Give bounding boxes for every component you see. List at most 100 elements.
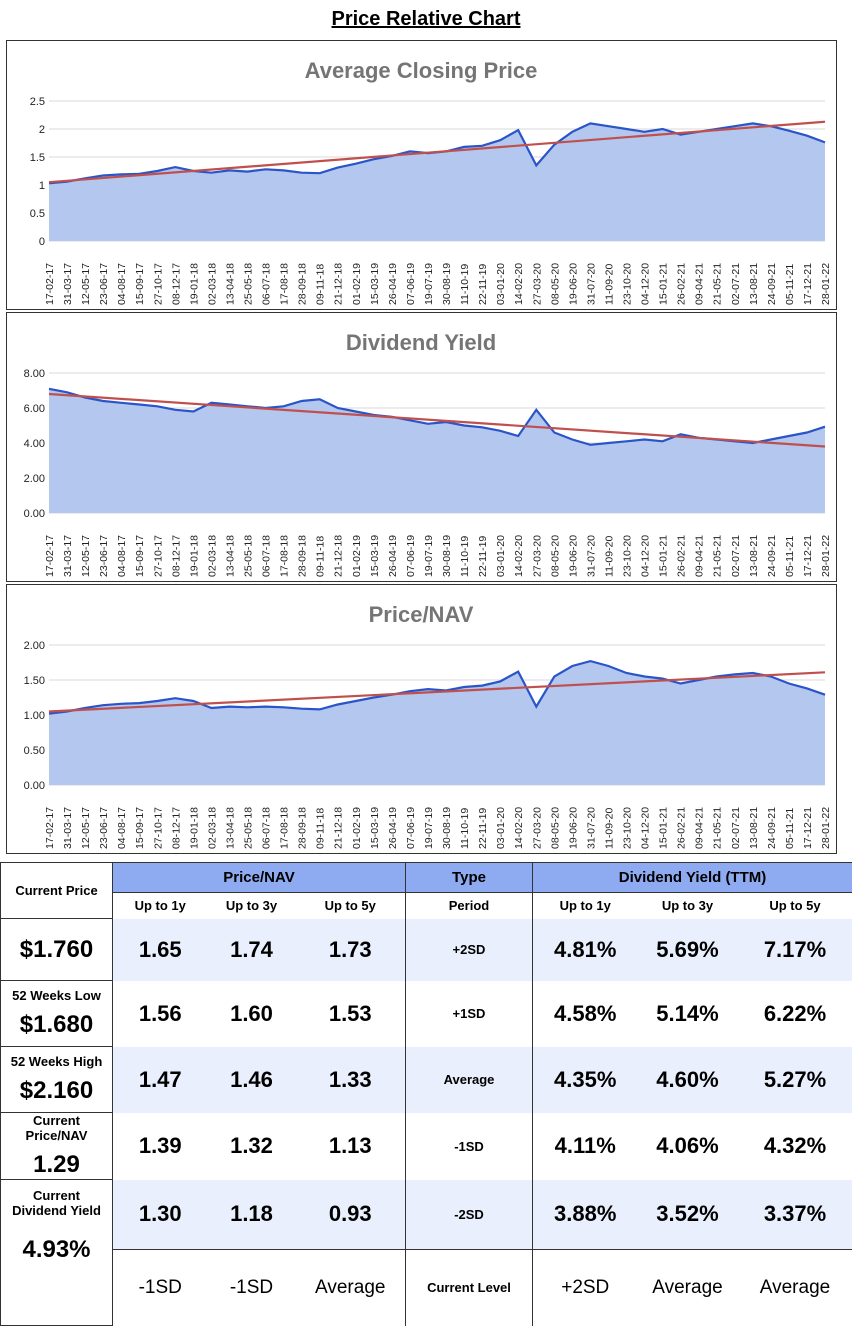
- x-tick-label: 31-03-17: [62, 807, 74, 849]
- x-tick-label: 24-09-21: [766, 535, 778, 577]
- x-tick-label: 05-11-21: [784, 536, 796, 577]
- x-tick-label: 01-02-19: [351, 535, 363, 577]
- x-tick-label: 26-04-19: [387, 807, 399, 849]
- x-tick-label: 02-03-18: [206, 535, 218, 577]
- x-tick-label: 26-02-21: [676, 535, 688, 577]
- y-tick-label: 2: [39, 124, 45, 136]
- x-tick-label: 28-09-18: [297, 807, 309, 849]
- x-tick-label: 14-02-20: [513, 807, 525, 849]
- x-tick-label: 11-09-20: [603, 536, 615, 577]
- x-tick-label: 26-02-21: [676, 263, 688, 305]
- x-tick-label: 12-05-17: [80, 535, 92, 577]
- x-tick-label: 02-07-21: [730, 807, 742, 849]
- x-tick-label: 31-07-20: [585, 807, 597, 849]
- x-tick-label: 01-02-19: [351, 263, 363, 305]
- dy-cell: 6.22%: [763, 1000, 827, 1026]
- x-tick-label: 31-03-17: [62, 263, 74, 305]
- series-area: [49, 388, 825, 513]
- x-tick-label: 31-07-20: [585, 535, 597, 577]
- chart-svg-price: Average Closing Price 0 0.5 1 1.5 2 2.5 17-02-1…: [30, 58, 832, 305]
- dy-cell: 4.60%: [656, 1066, 719, 1092]
- x-tick-label: 27-03-20: [531, 263, 543, 305]
- x-tick-label: 19-06-20: [567, 535, 579, 577]
- y-tick-label: 2.00: [24, 473, 45, 485]
- x-tick-label: 27-10-17: [152, 263, 164, 305]
- dy-cell: 4.35%: [554, 1066, 617, 1092]
- current-price-label-cell: Current Price: [0, 862, 113, 919]
- x-tick-label: 19-07-19: [423, 263, 435, 305]
- x-tick-label: 21-05-21: [712, 535, 724, 577]
- current-level-label: Current Level: [405, 1249, 533, 1326]
- x-tick-label: 19-06-20: [567, 807, 579, 849]
- dy-3y-header: Up to 3y: [637, 892, 738, 919]
- x-tick-label: 15-01-21: [658, 535, 670, 577]
- x-tick-label: 19-06-20: [567, 263, 579, 305]
- current-level-pnav-3y: -1SD: [229, 1276, 274, 1298]
- pnav-cell: 1.56: [138, 1000, 182, 1026]
- series-line: [48, 659, 826, 715]
- x-tick-label: 19-01-18: [188, 807, 200, 849]
- pnav-cell: 1.47: [138, 1066, 182, 1092]
- x-tick-label: 09-11-18: [315, 808, 327, 849]
- x-tick-label: 04-08-17: [116, 263, 128, 305]
- dy-cell: 5.27%: [763, 1066, 827, 1092]
- x-tick-label: 08-05-20: [549, 807, 561, 849]
- current-level-dy-3y: Average: [652, 1276, 723, 1298]
- chart-dividend-yield: Dividend Yield 0.00 2.00 4.00 6.00 8.00 17-02-…: [6, 312, 837, 582]
- x-tick-label: 17-02-17: [44, 263, 56, 305]
- x-tick-label: 22-11-19: [477, 536, 489, 577]
- x-tick-label: 12-05-17: [80, 807, 92, 849]
- x-tick-label: 17-02-17: [44, 807, 56, 849]
- y-tick-label: 1.5: [30, 152, 45, 164]
- current-level-dy-5y: Average: [759, 1276, 831, 1298]
- x-tick-label: 15-09-17: [134, 263, 146, 305]
- x-tick-label: 02-03-18: [206, 807, 218, 849]
- statistics-table: Current Price Price/NAV Type Dividend Yi…: [0, 862, 852, 1326]
- x-tick-label: 14-02-20: [513, 263, 525, 305]
- pnav-cell: 1.13: [328, 1133, 372, 1158]
- x-tick-label: 02-07-21: [730, 263, 742, 305]
- pnav-cell: 1.46: [230, 1066, 273, 1092]
- x-tick-label: 24-09-21: [766, 263, 778, 305]
- x-tick-label: 21-12-18: [333, 263, 345, 305]
- current-level-pnav-1y: -1SD: [138, 1276, 182, 1298]
- x-tick-label: 17-02-17: [44, 535, 56, 577]
- x-tick-label: 17-08-18: [279, 807, 291, 849]
- pnav-cell: 1.74: [230, 936, 273, 962]
- chart-title: Dividend Yield: [346, 330, 496, 355]
- y-tick-label: 2.5: [30, 96, 45, 108]
- x-tick-label: 24-09-21: [766, 807, 778, 849]
- x-tick-label: 23-10-20: [622, 263, 634, 305]
- type-cell: -2SD: [405, 1179, 533, 1250]
- dy-5y-header: Up to 5y: [737, 892, 852, 919]
- x-tick-label: 23-06-17: [98, 535, 110, 577]
- chart-title: Price/NAV: [369, 602, 474, 627]
- x-tick-label: 11-09-20: [603, 264, 615, 305]
- y-tick-label: 1.00: [24, 710, 45, 722]
- x-tick-label: 17-08-18: [279, 263, 291, 305]
- x-tick-label: 04-08-17: [116, 807, 128, 849]
- pnav-cell: 1.30: [138, 1201, 182, 1227]
- x-tick-label: 11-10-19: [459, 808, 471, 849]
- current-pnav-cell: Current Price/NAV 1.29: [0, 1112, 113, 1180]
- trend-line: [48, 392, 826, 448]
- chart-price-nav: Price/NAV 0.00 0.50 1.00 1.50 2.00 17-02-17 31-…: [6, 584, 837, 854]
- x-tick-label: 30-08-19: [441, 807, 453, 849]
- x-tick-label: 09-04-21: [694, 535, 706, 577]
- y-tick-label: 0.5: [30, 208, 45, 220]
- pnav-cell: 1.39: [138, 1133, 182, 1158]
- x-tick-label: 08-12-17: [170, 807, 182, 849]
- pnav-1y-header: Up to 1y: [112, 892, 208, 919]
- y-tick-label: 1: [39, 180, 45, 192]
- x-tick-label: 28-01-22: [820, 263, 832, 305]
- series-area: [49, 661, 825, 785]
- trend-line: [48, 120, 826, 184]
- type-cell: -1SD: [405, 1112, 533, 1180]
- current-price-value-cell: $1.760: [0, 918, 113, 981]
- x-tick-label: 11-09-20: [603, 808, 615, 849]
- x-tick-label: 08-12-17: [170, 535, 182, 577]
- current-yield-value: 4.93%: [22, 1236, 91, 1263]
- series-area: [49, 123, 825, 241]
- y-tick-label: 0.00: [24, 508, 45, 520]
- x-tick-label: 21-12-18: [333, 807, 345, 849]
